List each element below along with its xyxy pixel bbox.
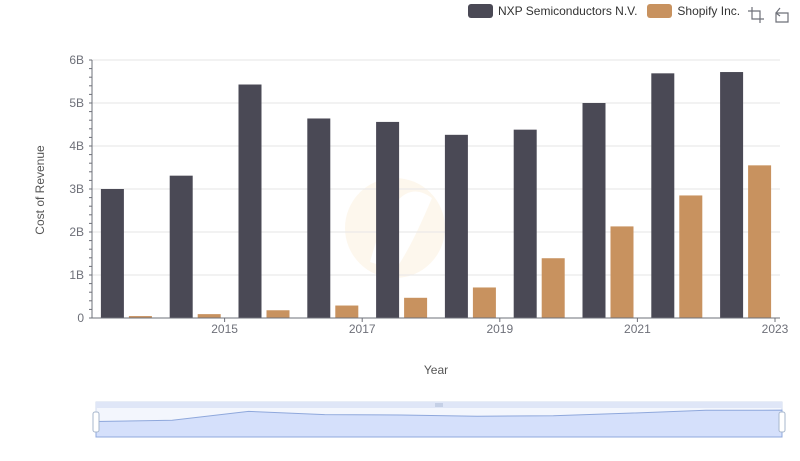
bar-nxp-2016[interactable] (238, 84, 262, 318)
bar-shopify-2018[interactable] (404, 297, 428, 318)
x-tick-label: 2017 (349, 322, 376, 336)
legend-item-shopify[interactable]: Shopify Inc. (647, 4, 740, 18)
bar-shopify-2022[interactable] (679, 195, 703, 318)
bar-nxp-2015[interactable] (169, 175, 193, 318)
y-tick-label: 5B (69, 96, 84, 110)
bar-nxp-2018[interactable] (376, 121, 400, 318)
y-tick-label: 4B (69, 139, 84, 153)
legend-label-shopify: Shopify Inc. (677, 4, 741, 18)
y-tick-label: 1B (69, 268, 84, 282)
data-zoom-slider[interactable] (92, 401, 786, 438)
legend-label-nxp: NXP Semiconductors N.V. (498, 4, 638, 18)
zoom-icon[interactable] (747, 6, 765, 24)
bar-shopify-2020[interactable] (541, 258, 565, 318)
legend: NXP Semiconductors N.V. Shopify Inc. (468, 4, 740, 18)
legend-swatch-nxp (468, 4, 493, 18)
y-tick-label: 2B (69, 225, 84, 239)
restore-icon[interactable] (773, 6, 791, 24)
zoom-preview-area (95, 409, 783, 438)
bar-shopify-2016[interactable] (266, 310, 290, 318)
bar-nxp-2023[interactable] (720, 72, 744, 318)
y-tick-label: 0 (77, 311, 84, 325)
y-tick-label: 3B (69, 182, 84, 196)
bar-nxp-2017[interactable] (307, 118, 331, 318)
bar-shopify-2017[interactable] (335, 305, 359, 318)
bar-nxp-2021[interactable] (582, 103, 606, 318)
bar-shopify-2019[interactable] (472, 287, 496, 318)
zoom-handle-right[interactable] (778, 411, 786, 433)
bar-shopify-2023[interactable] (748, 165, 772, 318)
y-axis-title: Cost of Revenue (33, 145, 47, 235)
x-tick-label: 2021 (624, 322, 651, 336)
bar-nxp-2019[interactable] (444, 134, 468, 318)
bar-nxp-2014[interactable] (100, 189, 124, 318)
legend-swatch-shopify (647, 4, 673, 18)
zoom-move-handle[interactable] (435, 403, 443, 407)
bar-nxp-2022[interactable] (651, 73, 675, 318)
x-axis-title: Year (424, 363, 448, 377)
y-tick-label: 6B (69, 53, 84, 67)
bar-shopify-2015[interactable] (197, 314, 221, 318)
legend-item-nxp[interactable]: NXP Semiconductors N.V. (468, 4, 637, 18)
bar-shopify-2021[interactable] (610, 226, 634, 318)
zoom-handle-left[interactable] (92, 411, 100, 433)
x-tick-label: 2015 (211, 322, 238, 336)
x-tick-label: 2019 (486, 322, 513, 336)
bar-nxp-2020[interactable] (513, 129, 537, 318)
x-tick-label: 2023 (762, 322, 789, 336)
toolbox (747, 6, 791, 24)
bar-shopify-2014[interactable] (128, 316, 152, 318)
